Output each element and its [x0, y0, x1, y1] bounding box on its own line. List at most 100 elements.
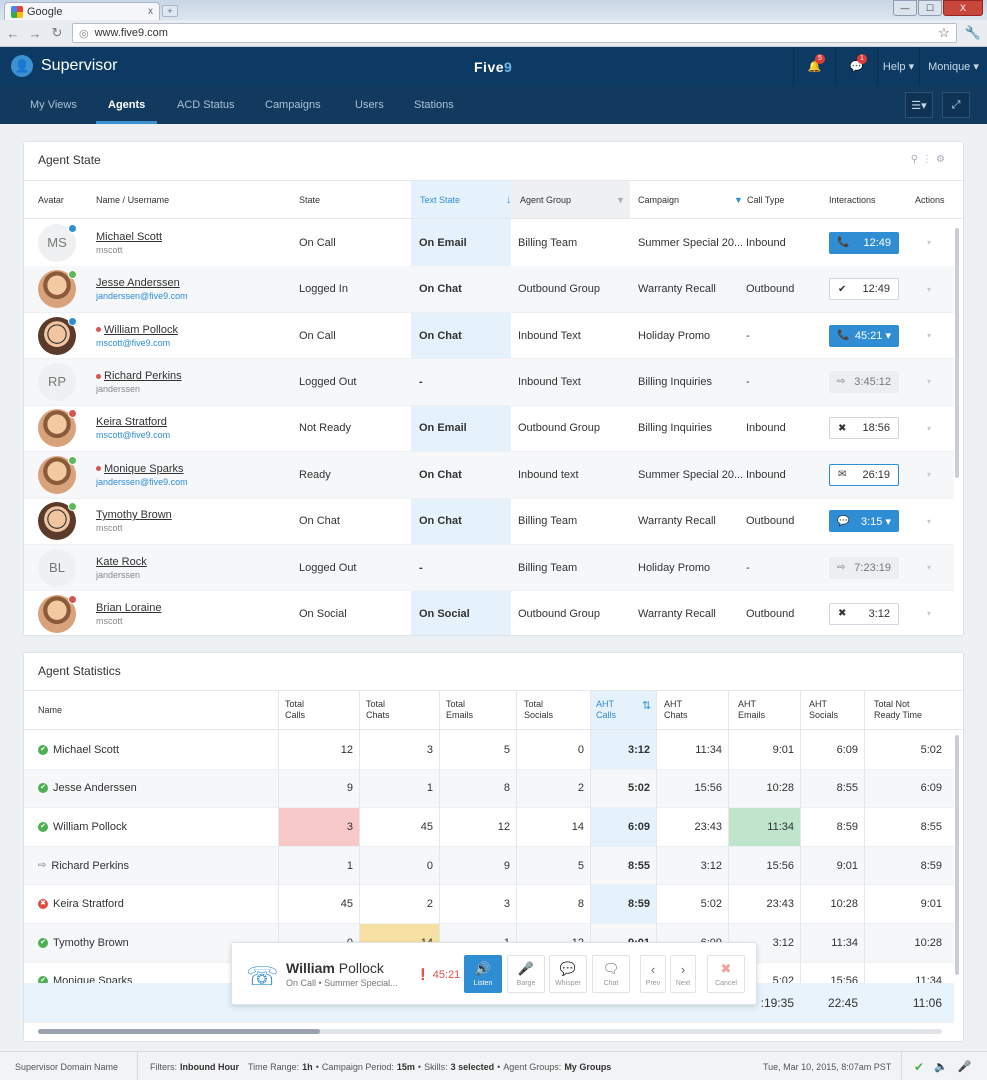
agent-name-link[interactable]: Michael Scott [96, 230, 163, 243]
stats-row[interactable]: ✖ Keira Stratford 45 2 3 8 8:59 5:02 23:43 10:28 9… [24, 885, 954, 924]
maximize-button[interactable]: ☐ [918, 0, 942, 16]
view-settings-button[interactable]: ☰▾ [905, 92, 933, 118]
search-icon[interactable]: ⚲ [910, 154, 923, 165]
tab-my-views[interactable]: My Views [30, 99, 77, 111]
help-menu[interactable]: Help ▾ [877, 47, 919, 86]
speaker-icon[interactable]: 🔈 [934, 1061, 948, 1073]
stats-header-4[interactable]: Total Socials [524, 699, 554, 720]
close-tab-icon[interactable]: x [148, 6, 153, 17]
address-bar[interactable]: ◎ www.five9.com ☆ [72, 23, 957, 43]
stats-header-8[interactable]: AHT Socials [809, 699, 839, 720]
agent-state-scrollbar[interactable] [955, 228, 959, 478]
microphone-icon[interactable]: 🎤 [957, 1061, 972, 1073]
agent-row[interactable]: Tymothy Brown mscott On Chat On Chat Billing… [24, 498, 954, 545]
stats-header-2[interactable]: Total Chats [366, 699, 390, 720]
filters-summary[interactable]: Filters: Inbound Hour Time Range: 1h • Camp… [150, 1061, 612, 1072]
actions-chevron-icon[interactable]: ▾ [927, 470, 932, 480]
header-state[interactable]: State [299, 194, 321, 205]
next-button[interactable]: › Next [670, 955, 696, 993]
interaction-button[interactable]: ✖ 3:12 [829, 602, 899, 625]
header-text-state[interactable]: Text State ↓ [420, 193, 512, 206]
stats-row[interactable]: ✔ William Pollock 3 45 12 14 6:09 23:43 11:34 8:5… [24, 808, 954, 847]
stats-row[interactable]: ✔ Michael Scott 12 3 5 0 3:12 11:34 9:01 6:09 5:02 [24, 731, 954, 770]
agent-name-link[interactable]: William Pollock [104, 323, 178, 336]
tab-users[interactable]: Users [355, 99, 384, 111]
agent-row[interactable]: BL Kate Rock janderssen Logged Out - Billing … [24, 544, 954, 592]
more-vertical-icon[interactable]: ⋮ [922, 154, 937, 165]
actions-chevron-icon[interactable]: ▾ [927, 609, 932, 619]
filter-icon[interactable]: ▼ [616, 194, 625, 205]
header-name[interactable]: Name / Username [96, 194, 170, 205]
bookmark-star-icon[interactable]: ☆ [938, 25, 950, 40]
interaction-button[interactable]: ✖ 18:56 [829, 417, 899, 440]
gear-icon[interactable]: ⚙ [936, 154, 949, 165]
whisper-button[interactable]: 💬 Whisper [549, 955, 587, 993]
chat-button[interactable]: 🗨 Chat [592, 955, 630, 993]
agent-row[interactable]: RP Richard Perkins janderssen Logged Out - In… [24, 359, 954, 406]
agent-row[interactable]: Keira Stratford mscott@five9.com Not Ready… [24, 406, 954, 453]
interaction-button[interactable]: ⇨ 7:23:19 [829, 556, 899, 579]
actions-chevron-icon[interactable]: ▾ [927, 238, 932, 248]
agent-name-link[interactable]: Jesse Anderssen [96, 277, 180, 290]
fullscreen-button[interactable]: ⤢ [942, 92, 970, 118]
tab-agents[interactable]: Agents [95, 86, 158, 124]
browser-tab[interactable]: Google x [4, 2, 160, 20]
stats-header-1[interactable]: Total Calls [285, 699, 306, 720]
header-agent-group[interactable]: Agent Group ▼ [520, 194, 625, 205]
filter-active-icon[interactable]: ▼ [734, 194, 743, 205]
stats-header-3[interactable]: Total Emails [446, 699, 474, 720]
interaction-button[interactable]: ✔ 12:49 [829, 278, 899, 301]
barge-button[interactable]: 🎤 Barge [507, 955, 545, 993]
stats-row[interactable]: ✔ Jesse Anderssen 9 1 8 2 5:02 15:56 10:28 8:55 6:… [24, 769, 954, 809]
horizontal-scroll-thumb[interactable] [38, 1029, 320, 1034]
wrench-menu-icon[interactable]: 🔧 [964, 25, 981, 40]
cancel-button[interactable]: ✖ Cancel [707, 955, 745, 993]
agent-row[interactable]: Brian Loraine mscott On Social On Social Out… [24, 591, 954, 635]
prev-button[interactable]: ‹ Prev [640, 955, 666, 993]
agent-name-link[interactable]: Richard Perkins [104, 369, 182, 382]
agent-name-link[interactable]: Tymothy Brown [96, 509, 172, 522]
agent-stats-scrollbar[interactable] [955, 735, 959, 975]
horizontal-scrollbar[interactable] [38, 1029, 942, 1034]
agent-name-link[interactable]: Kate Rock [96, 555, 147, 568]
interaction-button[interactable]: 📞 12:49 [829, 231, 899, 254]
stats-row[interactable]: ⇨ Richard Perkins 1 0 9 5 8:55 3:12 15:56 9:01 8:5… [24, 846, 954, 886]
interaction-button[interactable]: ✉ 26:19 [829, 463, 899, 486]
agent-row[interactable]: Monique Sparks janderssen@five9.com Ready O… [24, 452, 954, 499]
messages-button[interactable]: 💬 1 [835, 47, 877, 86]
minimize-button[interactable]: — [893, 0, 917, 16]
agent-row[interactable]: William Pollock mscott@five9.com On Call On… [24, 313, 954, 360]
back-arrow-icon[interactable]: ← [6, 25, 20, 41]
agent-row[interactable]: MS Michael Scott mscott On Call On Email Bill… [24, 220, 954, 267]
tab-stations[interactable]: Stations [414, 99, 454, 111]
interaction-button[interactable]: 💬 3:15 ▾ [829, 510, 899, 533]
stats-header-9[interactable]: Total Not Ready Time [874, 699, 923, 720]
window-close-button[interactable]: X [943, 0, 983, 16]
forward-arrow-icon[interactable]: → [28, 25, 42, 41]
stats-header-7[interactable]: AHT Emails [738, 699, 766, 720]
notifications-button[interactable]: 🔔 5 [793, 47, 835, 86]
tab-acd-status[interactable]: ACD Status [177, 99, 235, 111]
header-campaign[interactable]: Campaign ▼ [638, 194, 743, 205]
actions-chevron-icon[interactable]: ▾ [927, 331, 932, 341]
header-call-type[interactable]: Call Type [747, 194, 785, 205]
actions-chevron-icon[interactable]: ▾ [927, 284, 932, 294]
actions-chevron-icon[interactable]: ▾ [927, 423, 932, 433]
interaction-button[interactable]: 📞 45:21 ▾ [829, 324, 899, 347]
agent-name-link[interactable]: Keira Stratford [96, 416, 167, 429]
actions-chevron-icon[interactable]: ▾ [927, 516, 932, 526]
listen-button[interactable]: 🔊 Listen [464, 955, 502, 993]
stats-header-5[interactable]: AHT Calls ⇅ [596, 699, 652, 720]
stats-header-6[interactable]: AHT Chats [664, 699, 688, 720]
new-tab-button[interactable]: + [162, 5, 178, 17]
ready-check-icon[interactable]: ✔ [914, 1059, 925, 1074]
agent-name-link[interactable]: Brian Loraine [96, 601, 162, 614]
reload-icon[interactable]: ↻ [51, 25, 63, 40]
interaction-button[interactable]: ⇨ 3:45:12 [829, 370, 899, 393]
agent-row[interactable]: Jesse Anderssen janderssen@five9.com Logge… [24, 266, 954, 313]
agent-name-link[interactable]: Monique Sparks [104, 462, 184, 475]
stats-header-0[interactable]: Name [38, 704, 63, 715]
actions-chevron-icon[interactable]: ▾ [927, 563, 932, 573]
header-interactions[interactable]: Interactions [829, 194, 876, 205]
user-menu[interactable]: Monique ▾ [919, 47, 987, 86]
